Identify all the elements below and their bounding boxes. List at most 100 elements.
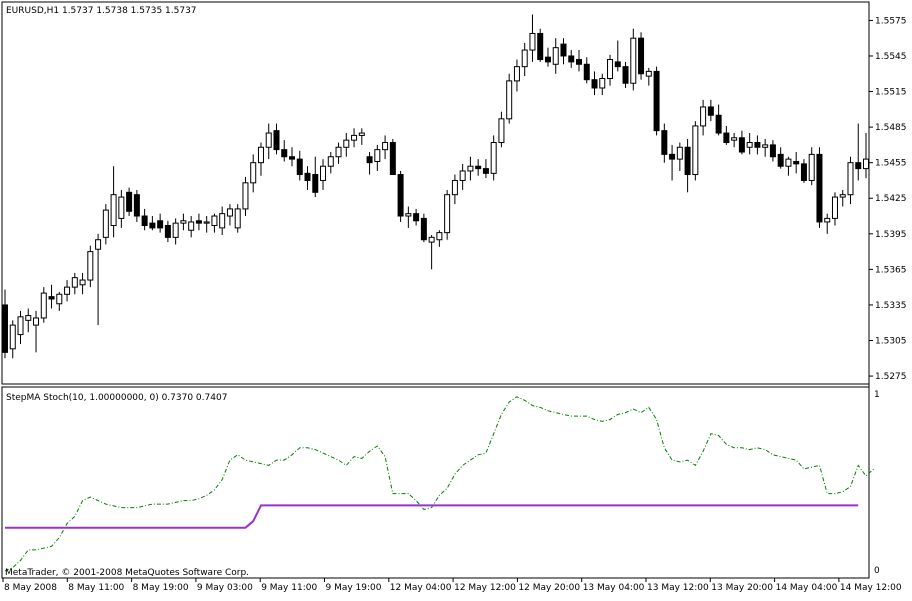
symbol-title: EURUSD,H1 1.5737 1.5738 1.5735 1.5737: [6, 6, 197, 16]
candle: [118, 189, 125, 228]
candle: [568, 50, 575, 68]
candle-body: [816, 153, 823, 223]
candle: [234, 204, 241, 233]
candle-body: [777, 153, 784, 167]
candle-body: [289, 156, 295, 160]
candle-body: [9, 324, 16, 350]
candle-body: [808, 153, 815, 181]
candle: [583, 57, 590, 84]
candle: [25, 308, 32, 333]
candle-body: [102, 209, 109, 238]
candle: [257, 142, 264, 176]
candle-body: [506, 80, 513, 120]
candle: [824, 213, 831, 234]
candle-body: [33, 317, 40, 326]
candle-body: [754, 142, 761, 148]
candle: [506, 73, 513, 124]
candle: [304, 166, 311, 190]
candle-body: [800, 163, 807, 181]
candle-body: [157, 220, 164, 229]
candle-body: [855, 162, 862, 170]
candle-body: [180, 220, 187, 224]
candle-body: [48, 296, 55, 300]
candle-body: [529, 32, 536, 51]
candle: [521, 42, 528, 77]
candle: [420, 213, 427, 243]
candle: [653, 66, 660, 136]
candle-body: [568, 55, 575, 63]
price-tick-label: 1.5305: [875, 337, 907, 347]
candle: [769, 140, 776, 162]
candle: [498, 111, 505, 148]
candle-body: [746, 142, 753, 148]
candle: [2, 289, 8, 359]
candle: [793, 152, 800, 174]
candle: [335, 142, 342, 164]
candle: [847, 156, 854, 205]
candle-body: [552, 47, 559, 65]
candle: [195, 213, 202, 231]
candle-body: [320, 165, 327, 181]
price-pane[interactable]: [1, 1, 870, 385]
candle: [715, 104, 722, 136]
price-tick-label: 1.5335: [875, 301, 907, 311]
candle: [513, 59, 520, 92]
candle: [467, 156, 474, 181]
candle: [754, 135, 761, 155]
candle-body: [164, 225, 171, 238]
candle-body: [110, 194, 117, 227]
candle: [79, 272, 86, 295]
candle: [250, 154, 257, 193]
candle-body: [653, 70, 660, 132]
time-tick-label: 14 May 12:00: [840, 583, 902, 593]
candle-body: [482, 168, 489, 174]
candle-body: [513, 66, 520, 82]
candle-body: [715, 114, 722, 134]
candle: [731, 133, 738, 148]
candle-body: [397, 174, 404, 217]
candle-body: [358, 132, 365, 136]
candle: [459, 163, 466, 190]
candle: [87, 245, 94, 288]
candle-body: [847, 162, 854, 196]
candle-body: [630, 37, 637, 84]
time-tick-label: 9 May 19:00: [326, 583, 382, 593]
candle-body: [769, 144, 776, 158]
candle-body: [645, 70, 652, 77]
candle-body: [118, 196, 125, 219]
candle: [141, 208, 148, 231]
candle: [444, 189, 451, 240]
price-tick-label: 1.5275: [875, 372, 907, 382]
candle-body: [707, 106, 714, 116]
candle: [746, 133, 753, 155]
candle-body: [126, 191, 133, 212]
candle: [599, 73, 606, 96]
candle-body: [211, 215, 218, 227]
indicator-pane[interactable]: [1, 386, 870, 579]
stoch-line: [4, 396, 875, 572]
candle-body: [343, 139, 350, 148]
candle: [203, 216, 210, 233]
candle-body: [95, 239, 102, 250]
candle: [389, 138, 396, 176]
candle-body: [863, 158, 869, 170]
candle-body: [591, 79, 598, 89]
candle-body: [684, 146, 691, 176]
candle-body: [459, 170, 466, 181]
candle-body: [64, 286, 71, 295]
candle-body: [583, 63, 590, 81]
candle-body: [413, 213, 420, 222]
candle: [110, 166, 117, 238]
candle: [490, 135, 497, 181]
candle: [405, 206, 412, 228]
candle-body: [839, 194, 846, 198]
candle: [273, 123, 280, 155]
indicator-series: [4, 396, 875, 572]
price-tick-label: 1.5425: [875, 194, 907, 204]
candle: [9, 320, 16, 359]
candle-body: [172, 222, 179, 238]
candle: [762, 138, 769, 157]
indicator-scale-min: 0: [874, 566, 880, 576]
